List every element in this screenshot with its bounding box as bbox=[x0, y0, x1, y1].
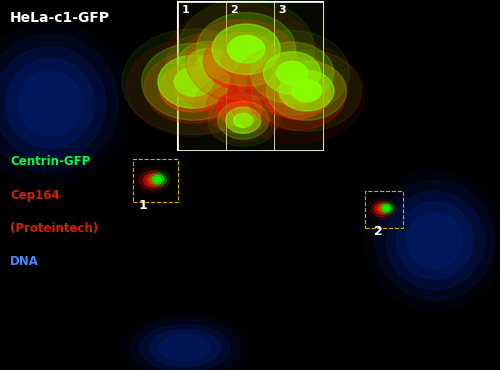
Circle shape bbox=[252, 50, 362, 131]
Ellipse shape bbox=[0, 22, 130, 185]
Text: 1: 1 bbox=[139, 199, 148, 212]
Circle shape bbox=[232, 110, 240, 116]
Ellipse shape bbox=[365, 170, 500, 311]
Circle shape bbox=[152, 175, 164, 184]
Circle shape bbox=[371, 201, 392, 217]
Circle shape bbox=[166, 33, 250, 95]
Ellipse shape bbox=[6, 59, 94, 148]
Circle shape bbox=[378, 206, 386, 212]
Ellipse shape bbox=[18, 71, 82, 136]
Circle shape bbox=[148, 177, 157, 184]
Circle shape bbox=[149, 173, 167, 186]
Circle shape bbox=[140, 171, 165, 190]
Text: 1: 1 bbox=[182, 5, 189, 15]
Circle shape bbox=[228, 36, 264, 63]
Text: 2: 2 bbox=[374, 225, 383, 238]
Circle shape bbox=[196, 13, 296, 86]
Circle shape bbox=[142, 43, 246, 120]
Text: 3: 3 bbox=[226, 129, 235, 142]
Circle shape bbox=[292, 80, 322, 102]
Text: DNA: DNA bbox=[10, 255, 39, 268]
Bar bbox=[274, 2, 322, 150]
Circle shape bbox=[126, 39, 258, 137]
Circle shape bbox=[208, 94, 278, 146]
Circle shape bbox=[212, 24, 280, 74]
Circle shape bbox=[238, 110, 244, 114]
Circle shape bbox=[193, 74, 286, 142]
Circle shape bbox=[134, 167, 170, 194]
Circle shape bbox=[227, 99, 252, 118]
Circle shape bbox=[276, 61, 308, 84]
Text: (Proteintech): (Proteintech) bbox=[10, 222, 98, 235]
Ellipse shape bbox=[0, 47, 106, 161]
Circle shape bbox=[234, 107, 248, 117]
Circle shape bbox=[159, 63, 225, 112]
Circle shape bbox=[216, 91, 262, 125]
Circle shape bbox=[376, 201, 396, 216]
Circle shape bbox=[218, 101, 269, 139]
Circle shape bbox=[234, 113, 253, 127]
Circle shape bbox=[232, 105, 251, 120]
Circle shape bbox=[165, 4, 319, 118]
Circle shape bbox=[186, 20, 298, 102]
Circle shape bbox=[221, 46, 263, 77]
Circle shape bbox=[367, 198, 396, 220]
Circle shape bbox=[384, 206, 389, 210]
Circle shape bbox=[266, 61, 346, 120]
Text: HeLa-c1-GFP: HeLa-c1-GFP bbox=[10, 11, 110, 25]
Circle shape bbox=[247, 57, 346, 130]
Circle shape bbox=[264, 52, 320, 94]
Ellipse shape bbox=[140, 324, 230, 370]
Circle shape bbox=[174, 67, 213, 96]
Circle shape bbox=[382, 205, 391, 212]
Bar bbox=[226, 2, 274, 150]
Circle shape bbox=[158, 56, 230, 108]
Ellipse shape bbox=[396, 202, 473, 279]
Circle shape bbox=[226, 107, 261, 133]
Circle shape bbox=[122, 29, 265, 135]
Circle shape bbox=[178, 0, 314, 100]
Circle shape bbox=[230, 108, 243, 118]
Circle shape bbox=[154, 177, 162, 182]
Ellipse shape bbox=[159, 334, 211, 361]
Circle shape bbox=[174, 74, 210, 101]
Text: Centrin-GFP: Centrin-GFP bbox=[10, 155, 90, 168]
Circle shape bbox=[226, 105, 247, 121]
Circle shape bbox=[186, 48, 228, 80]
Circle shape bbox=[236, 108, 246, 116]
Bar bbox=[178, 2, 226, 150]
Ellipse shape bbox=[130, 320, 240, 370]
Bar bbox=[365, 191, 403, 228]
Circle shape bbox=[177, 41, 238, 87]
Circle shape bbox=[146, 171, 170, 188]
Text: Cep164: Cep164 bbox=[10, 189, 60, 202]
Circle shape bbox=[196, 56, 219, 73]
Circle shape bbox=[250, 42, 334, 104]
Circle shape bbox=[262, 68, 330, 119]
Circle shape bbox=[144, 52, 240, 123]
Circle shape bbox=[206, 84, 273, 133]
Circle shape bbox=[379, 203, 394, 213]
Ellipse shape bbox=[376, 181, 494, 300]
Ellipse shape bbox=[120, 314, 250, 370]
Circle shape bbox=[279, 70, 334, 111]
Circle shape bbox=[228, 43, 364, 144]
Text: 3: 3 bbox=[278, 5, 286, 15]
Ellipse shape bbox=[386, 191, 484, 290]
Bar bbox=[132, 159, 178, 202]
Bar bbox=[220, 94, 258, 131]
Circle shape bbox=[278, 80, 315, 107]
Circle shape bbox=[374, 204, 388, 214]
Ellipse shape bbox=[407, 212, 463, 269]
Ellipse shape bbox=[149, 330, 221, 366]
Ellipse shape bbox=[0, 34, 118, 173]
Circle shape bbox=[222, 102, 251, 124]
Text: 2: 2 bbox=[230, 5, 237, 15]
Circle shape bbox=[144, 174, 161, 187]
Circle shape bbox=[204, 33, 281, 90]
Circle shape bbox=[235, 31, 349, 115]
Bar bbox=[178, 2, 322, 150]
